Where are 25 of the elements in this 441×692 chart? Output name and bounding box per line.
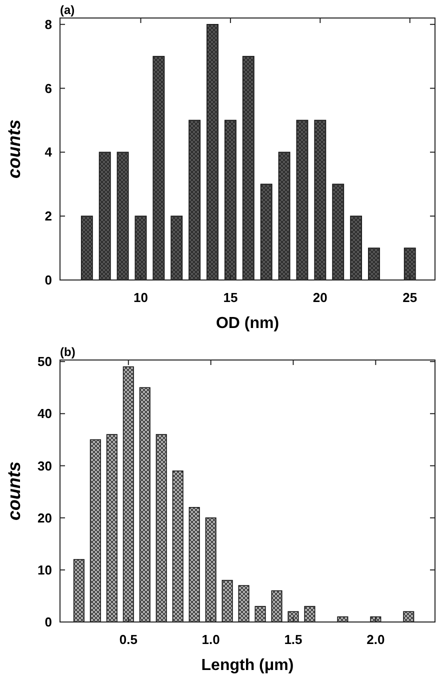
y-tick-label: 0 [44,272,52,288]
x-tick-label: 25 [402,290,418,305]
y-tick-label: 4 [44,144,53,160]
y-tick-label: 40 [38,406,52,422]
x-tick-label: 0.5 [119,632,138,647]
y-tick-label: 30 [38,458,52,474]
y-axis-title: counts [4,119,24,179]
x-tick-label: 2.0 [366,632,385,647]
y-axis-title: counts [4,461,24,521]
y-tick-label: 10 [38,562,52,578]
y-tick-label: 50 [38,354,52,370]
y-tick-label: 8 [44,16,52,32]
y-tick-label: 0 [44,614,52,630]
y-tick-label: 6 [44,80,52,96]
chart-title: (a) [60,3,75,17]
chart-title: (b) [60,345,76,359]
x-tick-label: 1.5 [284,632,302,647]
y-tick-label: 20 [38,510,52,526]
y-tick-label: 2 [44,208,52,224]
x-tick-label: 20 [312,290,328,305]
x-axis-title: Length (μm) [201,657,294,674]
x-tick-label: 1.0 [202,632,220,647]
x-tick-label: 10 [134,290,148,305]
x-axis-title: OD (nm) [216,315,280,332]
x-tick-label: 15 [223,290,238,305]
